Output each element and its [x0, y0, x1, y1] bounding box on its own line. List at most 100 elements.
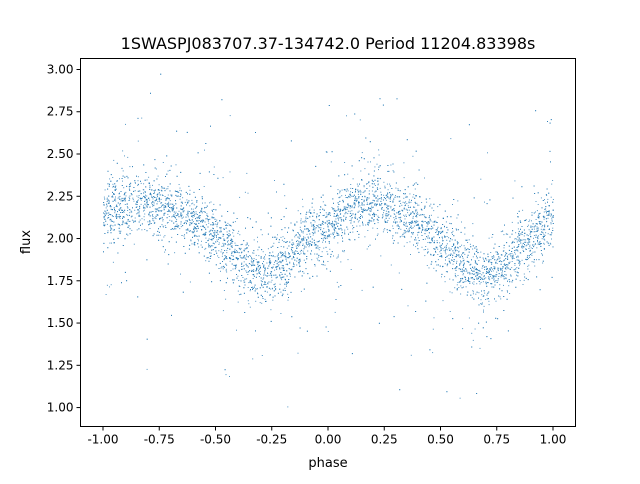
data-point	[324, 236, 326, 238]
data-point	[192, 216, 194, 218]
data-point	[514, 253, 516, 255]
data-point	[169, 211, 171, 213]
data-point	[187, 193, 188, 195]
data-point	[521, 231, 523, 233]
data-point	[526, 249, 527, 250]
data-point	[227, 244, 229, 246]
data-point	[212, 242, 214, 244]
data-point	[209, 234, 210, 236]
data-point	[204, 227, 206, 229]
data-point	[344, 229, 346, 231]
data-point	[302, 250, 304, 252]
data-point	[385, 194, 387, 196]
data-point	[260, 229, 262, 231]
data-point	[409, 241, 411, 243]
data-point	[404, 215, 406, 217]
data-point	[361, 289, 363, 291]
data-point	[548, 215, 550, 216]
data-point	[408, 209, 410, 211]
data-point	[482, 272, 484, 274]
data-point	[105, 220, 107, 222]
data-point	[460, 293, 462, 295]
data-point	[160, 202, 162, 204]
data-point	[281, 273, 283, 275]
data-point	[486, 298, 488, 300]
data-point	[112, 196, 114, 198]
data-point	[371, 207, 373, 209]
data-point	[201, 211, 203, 213]
data-point	[415, 182, 417, 184]
data-point	[183, 207, 185, 209]
data-point	[136, 175, 137, 177]
data-point	[319, 247, 321, 248]
data-point	[429, 219, 431, 221]
data-point	[110, 224, 112, 226]
data-point	[520, 242, 522, 244]
data-point	[359, 189, 361, 191]
data-point	[528, 241, 530, 243]
data-point	[536, 228, 538, 230]
data-point	[120, 198, 122, 200]
data-point	[358, 201, 360, 203]
data-point	[543, 235, 545, 237]
data-point	[144, 203, 146, 205]
data-point	[194, 241, 196, 243]
data-point	[184, 201, 186, 203]
data-point	[410, 220, 412, 222]
data-point	[511, 256, 513, 258]
data-point	[412, 222, 414, 224]
data-point	[158, 228, 159, 230]
data-point	[325, 212, 327, 214]
data-point	[291, 269, 293, 271]
data-point	[356, 183, 358, 185]
data-point	[539, 222, 540, 224]
data-point	[331, 207, 333, 208]
data-point	[103, 217, 105, 219]
data-point	[106, 205, 108, 207]
data-point	[122, 216, 124, 218]
data-point	[137, 212, 139, 214]
data-point	[234, 221, 236, 223]
data-point	[111, 215, 113, 217]
data-point	[276, 237, 278, 239]
data-point	[336, 233, 338, 234]
data-point	[115, 185, 117, 187]
data-point	[308, 211, 310, 213]
data-point	[358, 233, 360, 235]
data-point	[455, 276, 457, 278]
data-point	[156, 234, 158, 236]
data-point	[258, 271, 260, 273]
data-point	[415, 222, 417, 224]
data-point	[420, 208, 422, 210]
data-point	[472, 290, 474, 292]
data-point	[392, 225, 394, 227]
data-point	[294, 223, 296, 225]
data-point	[543, 242, 545, 244]
data-point	[206, 213, 208, 215]
data-point	[252, 358, 254, 360]
data-point	[197, 238, 199, 240]
data-point	[286, 285, 287, 287]
data-point	[205, 234, 206, 236]
data-point	[189, 222, 191, 224]
data-point	[168, 201, 170, 203]
data-point	[175, 200, 176, 202]
data-point	[462, 273, 464, 275]
data-point	[323, 247, 325, 249]
data-point	[486, 259, 488, 261]
data-point	[203, 226, 205, 228]
data-point	[454, 252, 456, 254]
data-point	[283, 183, 285, 185]
data-point	[294, 253, 296, 254]
data-point	[512, 254, 514, 256]
data-point	[267, 282, 268, 284]
data-point	[533, 235, 535, 236]
data-point	[187, 229, 189, 231]
data-point	[469, 243, 471, 245]
data-point	[365, 224, 367, 226]
data-point	[285, 241, 287, 243]
data-point	[123, 217, 125, 218]
data-point	[378, 154, 380, 156]
data-point	[168, 210, 170, 212]
data-point	[493, 277, 495, 279]
